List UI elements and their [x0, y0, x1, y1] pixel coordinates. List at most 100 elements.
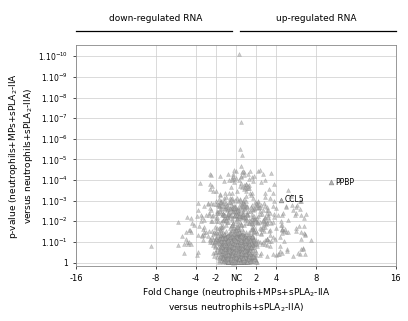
Point: [241, 241, 247, 246]
Point: [242, 252, 248, 257]
Point: [246, 253, 253, 258]
Point: [236, 253, 242, 258]
Point: [230, 171, 236, 177]
Point: [231, 236, 237, 241]
Point: [235, 239, 241, 244]
Point: [235, 245, 242, 250]
Point: [224, 249, 230, 255]
Point: [220, 234, 226, 239]
Point: [237, 243, 243, 248]
Point: [235, 245, 241, 250]
Point: [216, 196, 223, 201]
Point: [231, 239, 237, 244]
Point: [220, 254, 226, 259]
Point: [246, 233, 252, 239]
Point: [217, 203, 224, 208]
Point: [200, 238, 206, 243]
Point: [254, 219, 260, 224]
Point: [218, 234, 225, 239]
Point: [239, 256, 246, 261]
Point: [238, 259, 244, 264]
Point: [222, 250, 228, 255]
Point: [241, 240, 248, 246]
Point: [235, 248, 242, 254]
Point: [239, 203, 246, 208]
Point: [218, 242, 225, 247]
Point: [226, 260, 233, 265]
Point: [181, 250, 187, 255]
Point: [235, 255, 242, 260]
Point: [236, 238, 242, 243]
Point: [229, 221, 236, 226]
Point: [228, 235, 235, 240]
Point: [224, 258, 231, 263]
Point: [230, 258, 237, 263]
Point: [235, 250, 242, 255]
Point: [235, 246, 241, 251]
Point: [221, 239, 228, 244]
Point: [224, 238, 230, 243]
Point: [227, 235, 233, 240]
Point: [237, 246, 244, 251]
Point: [249, 216, 256, 221]
Point: [238, 251, 245, 256]
Point: [232, 257, 239, 262]
Point: [228, 233, 234, 238]
Point: [201, 225, 207, 230]
Point: [247, 243, 253, 248]
Point: [241, 259, 247, 264]
Point: [244, 257, 250, 262]
Point: [226, 245, 233, 250]
Point: [227, 247, 234, 252]
Point: [230, 221, 237, 226]
Point: [252, 257, 259, 262]
Point: [233, 241, 239, 246]
Point: [228, 252, 234, 257]
Point: [257, 205, 263, 210]
Point: [263, 208, 270, 213]
Point: [229, 247, 235, 252]
Point: [231, 244, 237, 249]
Point: [232, 258, 239, 264]
Point: [225, 241, 231, 247]
Point: [228, 253, 235, 258]
Point: [231, 254, 238, 259]
Point: [236, 254, 242, 259]
Point: [239, 216, 246, 221]
Point: [237, 258, 243, 264]
Point: [226, 240, 232, 245]
Point: [231, 245, 237, 250]
Point: [222, 250, 228, 255]
Point: [266, 186, 273, 191]
Point: [243, 244, 250, 249]
Point: [262, 237, 268, 242]
Point: [206, 182, 213, 187]
Point: [252, 247, 259, 253]
Point: [220, 235, 226, 240]
Point: [248, 221, 255, 226]
Point: [238, 249, 245, 254]
Point: [228, 242, 235, 247]
Point: [226, 191, 233, 196]
Point: [195, 232, 201, 237]
Point: [243, 216, 249, 221]
Point: [224, 214, 231, 220]
Point: [216, 249, 223, 254]
Point: [228, 235, 234, 240]
Point: [241, 243, 248, 248]
Point: [239, 206, 246, 212]
Point: [231, 251, 238, 256]
Point: [244, 257, 251, 262]
Point: [233, 211, 240, 216]
Point: [239, 247, 246, 252]
Point: [227, 235, 233, 240]
Point: [240, 248, 246, 253]
Point: [262, 177, 269, 182]
Point: [228, 239, 235, 244]
Point: [238, 255, 245, 260]
Point: [233, 258, 239, 263]
Point: [226, 239, 233, 244]
Point: [239, 253, 245, 258]
Point: [239, 229, 246, 234]
Point: [226, 240, 232, 246]
